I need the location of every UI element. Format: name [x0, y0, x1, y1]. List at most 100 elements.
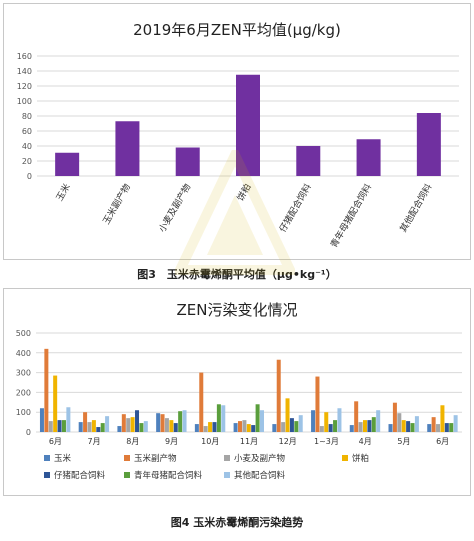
- bar: [57, 420, 62, 432]
- bar: [358, 422, 363, 432]
- y-tick-label: 40: [22, 142, 32, 151]
- bar: [221, 405, 226, 432]
- bar: [242, 420, 247, 432]
- x-tick-label: 5月: [397, 437, 410, 446]
- bar: [388, 424, 393, 432]
- bar: [105, 416, 110, 432]
- bar: [371, 417, 376, 432]
- bar: [333, 420, 338, 432]
- bar: [276, 359, 281, 432]
- legend-swatch: [44, 472, 50, 478]
- figure-caption-3: 图3 玉米赤霉烯酮平均值（μg•kg⁻¹）: [137, 268, 337, 281]
- bar: [406, 421, 411, 432]
- bar: [199, 372, 204, 432]
- bar: [289, 418, 294, 432]
- y-tick-label: 120: [17, 82, 32, 91]
- bar: [48, 421, 53, 432]
- bar: [337, 408, 342, 432]
- bar: [208, 422, 213, 432]
- y-tick-label: 160: [17, 52, 32, 61]
- bar: [216, 404, 221, 432]
- bar: [367, 420, 372, 432]
- y-tick-label: 140: [17, 67, 32, 76]
- bar: [436, 424, 441, 432]
- bar: [194, 424, 199, 432]
- x-tick-label: 玉米副产物: [100, 182, 133, 227]
- bar: [203, 426, 208, 432]
- y-tick-label: 20: [22, 157, 32, 166]
- bar: [139, 423, 144, 432]
- bar: [427, 424, 432, 432]
- bar: [126, 418, 131, 432]
- bar: [44, 348, 49, 432]
- bar: [296, 146, 321, 176]
- bar: [53, 375, 58, 432]
- watermark-logo-icon: [175, 150, 295, 275]
- y-tick-label: 500: [16, 329, 31, 338]
- bar: [178, 411, 183, 432]
- zen-trend-bar-chart: ZEN污染变化情况 0 100 200 300 400 500 6月 7月 8月 9月 10月 11月 1…: [16, 301, 462, 481]
- x-tick-label: 7月: [88, 437, 101, 446]
- bar: [328, 424, 333, 432]
- bar: [440, 405, 445, 432]
- bar: [156, 413, 161, 432]
- bar: [281, 422, 286, 432]
- legend-label: 青年母猪配合饲料: [134, 470, 203, 481]
- bar: [431, 417, 436, 432]
- x-tick-label: 9月: [165, 437, 178, 446]
- legend-label: 玉米: [54, 453, 72, 464]
- bar: [212, 422, 217, 432]
- legend-swatch: [44, 455, 50, 461]
- bar: [414, 416, 419, 432]
- x-tick-label: 6月: [49, 437, 62, 446]
- bar: [315, 376, 320, 432]
- chart-title: 2019年6月ZEN平均值(μg/kg): [133, 21, 341, 39]
- chart-title: ZEN污染变化情况: [177, 301, 298, 319]
- bar: [362, 420, 367, 432]
- legend-label: 饼粕: [352, 453, 369, 464]
- bar: [96, 427, 101, 432]
- bar: [78, 422, 83, 432]
- x-tick-label: 青年母猪配合饲料: [328, 182, 374, 250]
- bar: [349, 425, 354, 432]
- y-tick-label: 200: [16, 388, 31, 397]
- bar: [87, 422, 92, 432]
- bar: [164, 418, 169, 432]
- bar: [298, 415, 303, 432]
- y-tick-label: 100: [17, 97, 32, 106]
- bar: [160, 414, 165, 432]
- bar: [83, 412, 88, 432]
- x-tick-label: 1~3月: [314, 437, 339, 446]
- bar: [182, 410, 187, 432]
- bar: [272, 424, 277, 432]
- bar: [319, 426, 324, 432]
- bar: [233, 423, 238, 432]
- legend-label: 玉米副产物: [134, 453, 177, 464]
- legend-label: 小麦及副产物: [234, 453, 286, 464]
- legend-label: 其他配合饲料: [234, 470, 286, 481]
- bar: [117, 426, 122, 432]
- legend-swatch: [124, 472, 130, 478]
- y-tick-label: 80: [22, 112, 32, 121]
- bar: [238, 421, 242, 432]
- bar: [169, 420, 174, 432]
- bar: [61, 420, 66, 432]
- legend-swatch: [342, 455, 348, 461]
- x-tick-label: 12月: [279, 437, 297, 446]
- x-tick-label: 玉米: [53, 182, 72, 204]
- bar: [401, 420, 406, 432]
- figure-caption-4: 图4 玉米赤霉烯酮污染趋势: [170, 516, 304, 529]
- bar: [416, 113, 441, 176]
- bar: [39, 408, 44, 432]
- bar: [285, 398, 290, 432]
- bar: [100, 423, 105, 432]
- y-tick-label: 300: [16, 369, 31, 378]
- bar: [173, 423, 178, 432]
- x-tick-label: 4月: [359, 437, 372, 446]
- y-tick-label: 400: [16, 349, 31, 358]
- bar: [324, 412, 329, 432]
- bar: [175, 147, 200, 176]
- bar: [121, 414, 126, 432]
- chart-panel-zen-average: 2019年6月ZEN平均值(μg/kg) 0 20 40 60 80 100 120 140 16…: [3, 3, 471, 260]
- y-tick-label: 0: [27, 172, 32, 181]
